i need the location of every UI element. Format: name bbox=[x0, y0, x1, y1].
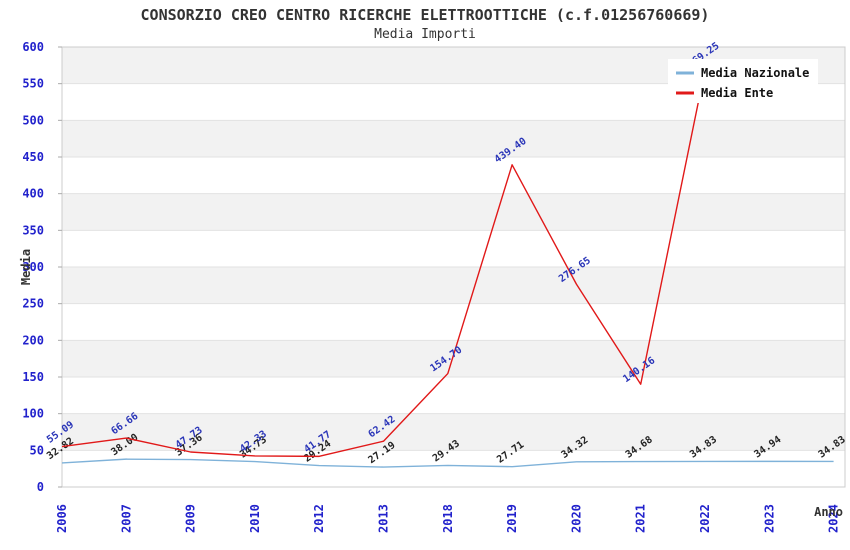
series-line-media-nazionale bbox=[61, 458, 834, 468]
legend-label: Media Nazionale bbox=[701, 66, 809, 80]
legend-item-media-ente: Media Ente bbox=[676, 86, 773, 100]
y-tick-label: 250 bbox=[22, 297, 44, 311]
y-tick-label: 500 bbox=[22, 113, 44, 127]
legend-item-media-nazionale: Media Nazionale bbox=[676, 66, 809, 80]
x-tick-label: 2022 bbox=[698, 504, 712, 533]
y-tick-label: 600 bbox=[22, 40, 44, 54]
x-tick-label: 2018 bbox=[441, 504, 455, 533]
x-tick-label: 2009 bbox=[184, 504, 198, 533]
y-tick-label: 550 bbox=[22, 77, 44, 91]
x-tick-label: 2007 bbox=[119, 504, 133, 533]
plot-band bbox=[62, 340, 845, 377]
chart-subtitle: Media Importi bbox=[374, 27, 476, 42]
chart-title: CONSORZIO CREO CENTRO RICERCHE ELETTROOT… bbox=[140, 6, 710, 24]
legend-label: Media Ente bbox=[701, 86, 773, 100]
plot-band bbox=[62, 193, 845, 231]
x-tick-label: 2006 bbox=[55, 504, 69, 533]
plot-band bbox=[62, 267, 845, 304]
plot-band bbox=[62, 120, 845, 157]
x-axis-title: Anno bbox=[814, 505, 843, 519]
x-tick-label: 2013 bbox=[377, 504, 391, 533]
y-tick-label: 450 bbox=[22, 150, 44, 164]
y-tick-label: 50 bbox=[30, 443, 44, 457]
y-tick-label: 350 bbox=[22, 223, 44, 237]
y-tick-label: 150 bbox=[22, 370, 44, 384]
legend: Media Nazionale Media Ente bbox=[668, 59, 818, 103]
x-tick-label: 2010 bbox=[248, 504, 262, 533]
x-tick-label: 2019 bbox=[505, 504, 519, 533]
series-line-media-ente bbox=[61, 69, 706, 458]
y-tick-label: 100 bbox=[22, 407, 44, 421]
x-tick-label: 2020 bbox=[569, 504, 583, 533]
legend-box bbox=[668, 59, 818, 103]
x-tick-label: 2021 bbox=[634, 504, 648, 533]
x-tick-label: 2012 bbox=[312, 504, 326, 533]
y-axis-title: Media bbox=[19, 249, 33, 285]
y-tick-label: 200 bbox=[22, 333, 44, 347]
x-tick-label: 2023 bbox=[762, 504, 776, 533]
y-tick-label: 0 bbox=[37, 480, 44, 494]
y-tick-label: 300 bbox=[22, 260, 44, 274]
x-tick-label: 2024 bbox=[827, 504, 841, 533]
plot-band bbox=[62, 413, 845, 451]
y-tick-label: 400 bbox=[22, 187, 44, 201]
